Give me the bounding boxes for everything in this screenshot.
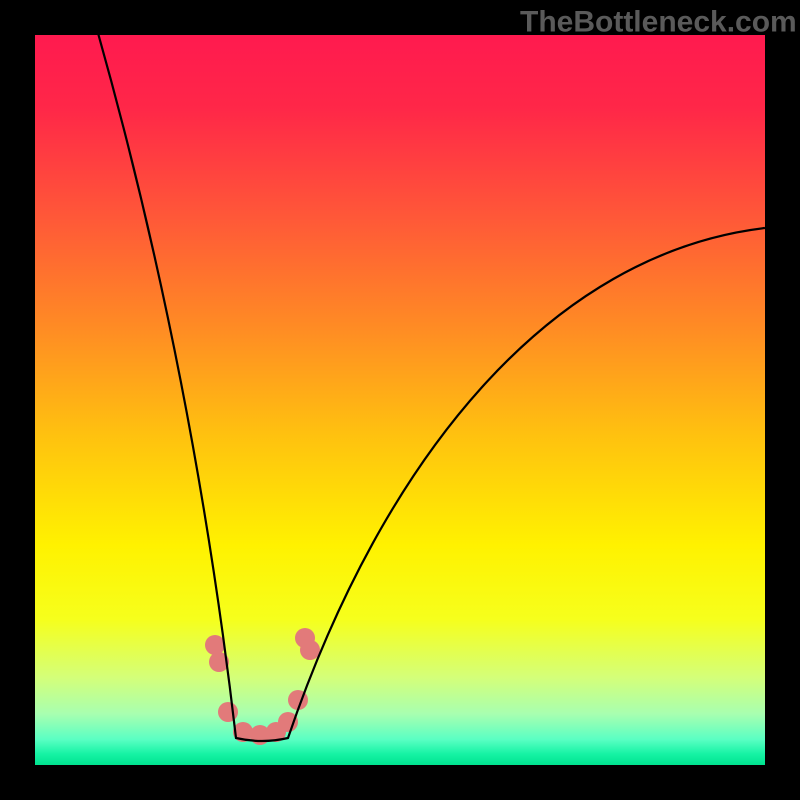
curve-marker bbox=[300, 640, 320, 660]
gradient-background bbox=[35, 35, 765, 765]
curve-marker bbox=[218, 702, 238, 722]
chart-svg: TheBottleneck.com bbox=[0, 0, 800, 800]
watermark-text: TheBottleneck.com bbox=[520, 6, 797, 39]
curve-marker bbox=[205, 635, 225, 655]
plot-area bbox=[35, 26, 765, 765]
